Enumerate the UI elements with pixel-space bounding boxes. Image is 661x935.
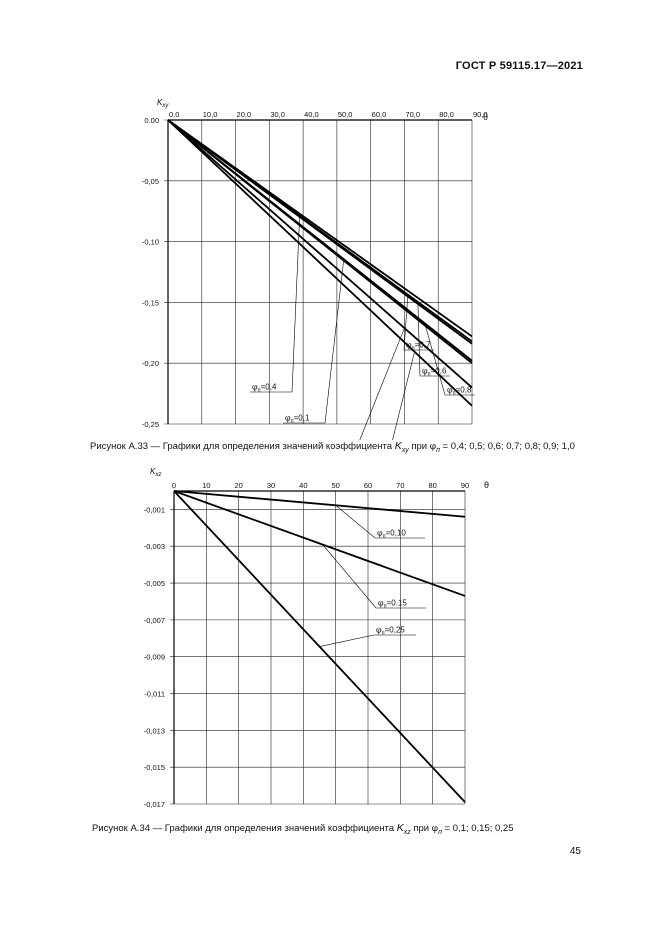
series-label: φп=0,7 [406,341,431,352]
series-label: φп=0,10 [377,529,406,540]
series-line [173,490,466,597]
x-tick-label: 70,0 [405,110,420,119]
x-tick-label: 30 [267,481,275,490]
caption-a34-symbol: K [396,822,404,834]
caption-a33-subscript: xy [401,446,409,454]
x-tick-label: 80 [428,481,436,490]
series-label-leader [315,327,405,453]
y-tick-label: -0,007 [144,616,165,625]
series-line [173,490,466,518]
chart-kxy: 0,0 10,0 20,0 30,0 40,0 50,0 60,0 70,0 80,0 90,0 0… [0,95,661,480]
document-header: ГОСТ Р 59115.17—2021 [455,60,583,72]
x-tick-label: 20,0 [237,110,252,119]
series-label: φп=0,4 [252,383,277,394]
chart-kxz: 0 10 20 30 40 50 60 70 80 90 -0,001 -0,003 -0,005 -0,… [0,465,661,815]
caption-a33-phi-sub: п [436,446,440,454]
y-tick-label: -0,15 [142,298,159,307]
chart-kxz-svg: 0 10 20 30 40 50 60 70 80 90 -0,001 -0,003 -0,005 -0,… [144,467,489,809]
caption-a34-values: = 0,1; 0,15; 0,25 [441,823,514,834]
caption-a33-values: = 0,4; 0,5; 0,6; 0,7; 0,8; 0,9; 1,0 [439,441,575,452]
caption-a33-symbol: K [394,440,402,452]
caption-a34-text: Рисунок А.34 — Графики для определения з… [92,823,397,834]
x-tick-label: 50 [331,481,339,490]
series-label-leader [417,303,450,377]
y-tick-label: 0.00 [144,116,159,125]
figure-caption-a34: Рисунок А.34 — Графики для определения з… [92,822,514,836]
x-tick-label: 30,0 [270,110,285,119]
y-tick-label: -0,25 [142,420,159,429]
y-tick-label: -0,009 [144,653,165,662]
x-tick-label: 10 [202,481,210,490]
series-label: φп=0,1 [285,414,310,425]
caption-a34-mid: при [410,823,432,834]
series-line [167,119,473,345]
series-label-leader [335,505,425,539]
page-number: 45 [569,846,581,857]
figure-caption-a33: Рисунок А.33 — Графики для определения з… [90,440,575,454]
series-label-leader [322,544,426,609]
y-tick-label: -0,003 [144,542,165,551]
series-label-leader [403,294,434,351]
series-label-leader [424,323,475,396]
x-tick-label: 40 [299,481,307,490]
series-label-leader [283,260,344,424]
series-label: φп=0,25 [376,626,405,637]
x-tick-label: 0,0 [169,110,179,119]
series-line [167,119,473,364]
y-tick-label: -0,013 [144,726,165,735]
x-axis-label: θ [483,112,488,122]
series-line [167,119,473,389]
y-tick-label: -0,20 [142,359,159,368]
series-label-leader [319,634,416,647]
x-tick-label: 20 [234,481,242,490]
y-tick-label: -0,011 [144,690,165,699]
y-tick-label: -0,005 [144,579,165,588]
x-tick-label: 0 [172,481,176,490]
caption-a34-phi-sub: п [438,828,442,836]
y-tick-label: -0,015 [144,763,165,772]
x-axis-label: θ [484,480,489,490]
chart-kxy-svg: 0,0 10,0 20,0 30,0 40,0 50,0 60,0 70,0 80,0 90,0 0… [142,98,488,480]
x-tick-label: 60,0 [372,110,387,119]
y-axis-label: Kxy [157,98,169,109]
y-tick-label: -0,05 [142,177,159,186]
series-label: φп=0.15 [378,599,407,610]
x-tick-label: 50,0 [338,110,353,119]
series-label: φп=0,6 [422,367,447,378]
y-tick-label: -0,017 [144,800,165,809]
x-tick-label: 60 [364,481,372,490]
y-tick-label: -0,001 [144,505,165,514]
y-tick-label: -0,10 [142,238,159,247]
series-line [167,119,473,407]
series-label-leader [250,213,301,393]
caption-a33-phi: φ [429,442,437,452]
series-label: φп=0,8 [447,386,472,397]
x-tick-label: 80,0 [439,110,454,119]
x-tick-label: 70 [396,481,404,490]
caption-a33-mid: при [408,441,430,452]
caption-a34-phi: φ [431,824,439,834]
x-tick-label: 90,0 [473,110,488,119]
y-axis-label: Kxz [150,467,161,478]
series-label-leader [341,351,415,479]
caption-a33-text: Рисунок А.33 — Графики для определения з… [90,441,395,452]
caption-a34-subscript: xz [403,828,411,836]
x-tick-label: 10,0 [203,110,218,119]
x-tick-label: 90 [461,481,469,490]
x-tick-label: 40,0 [304,110,319,119]
